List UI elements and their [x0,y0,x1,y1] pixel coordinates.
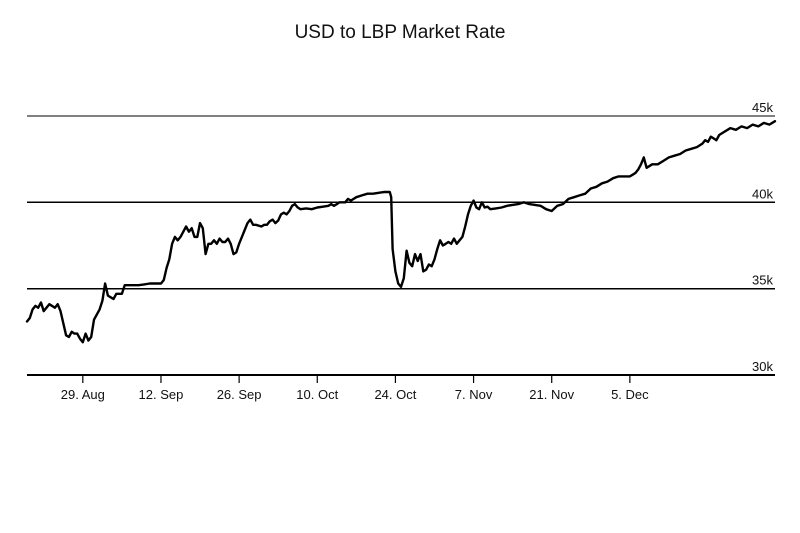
series-line [25,120,777,344]
y-tick-label: 45k [752,100,773,115]
x-tick-label: 24. Oct [374,387,416,402]
y-tick-label: 30k [752,359,773,374]
series-layer [25,120,777,344]
x-tick-label: 21. Nov [529,387,574,402]
x-axis: 29. Aug 12. Sep 26. Sep 10. Oct 24. Oct 7. No… [61,375,649,402]
x-tick-label: 29. Aug [61,387,105,402]
x-tick-label: 7. Nov [455,387,493,402]
y-tick-label: 40k [752,186,773,201]
x-tick-label: 10. Oct [296,387,338,402]
y-axis-tick-labels: 30k 35k 40k 45k [752,100,773,374]
x-tick-label: 5. Dec [611,387,649,402]
gridlines [27,115,775,376]
x-tick-label: 12. Sep [139,387,184,402]
x-tick-label: 26. Sep [217,387,262,402]
y-tick-label: 35k [752,273,773,288]
chart-title: USD to LBP Market Rate [294,22,506,43]
